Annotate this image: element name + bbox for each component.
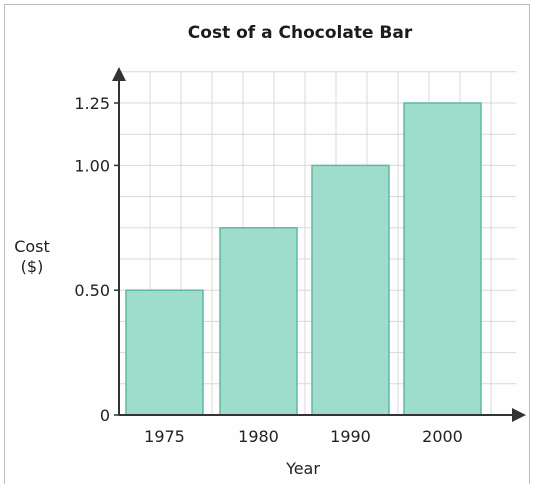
x-tick-label: 1980 xyxy=(238,427,279,446)
x-tick-label: 1975 xyxy=(144,427,185,446)
y-tick-label: 1.25 xyxy=(74,94,110,113)
y-tick-label: 0 xyxy=(100,406,110,425)
x-tick-label: 1990 xyxy=(330,427,371,446)
bar-1980 xyxy=(219,227,298,416)
bar-1975 xyxy=(125,289,204,416)
y-axis-label-line-1: Cost xyxy=(14,237,50,256)
bar-2000 xyxy=(403,102,482,416)
y-tick-label: 0.50 xyxy=(74,281,110,300)
y-tick-labels: 0 0.50 1.00 1.25 xyxy=(74,94,119,425)
x-tick-labels: 1975 1980 1990 2000 xyxy=(144,427,463,446)
bars xyxy=(125,102,482,416)
y-axis-label-line-2: ($) xyxy=(21,257,44,276)
chart-title: Cost of a Chocolate Bar xyxy=(188,23,413,43)
x-axis-label: Year xyxy=(285,459,320,478)
x-tick-label: 2000 xyxy=(422,427,463,446)
y-tick-label: 1.00 xyxy=(74,156,110,175)
bar-1990 xyxy=(311,164,390,416)
